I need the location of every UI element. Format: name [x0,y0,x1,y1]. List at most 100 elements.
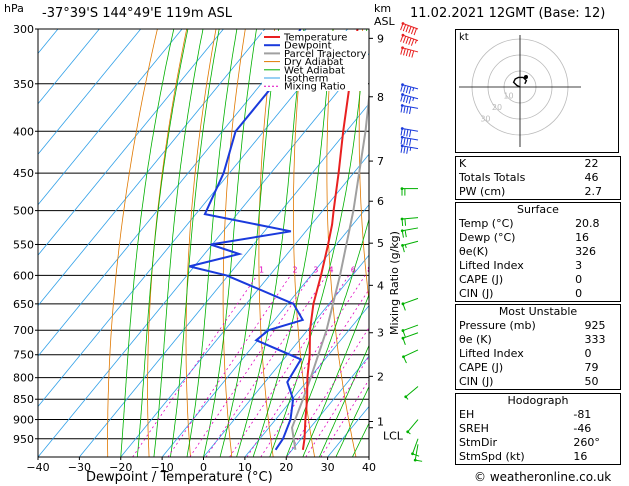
index-label: CIN (J) [459,375,494,388]
wind-barb-tip [401,22,405,25]
y-tick-label: 750 [13,349,34,362]
wind-barb-flag [406,106,409,114]
index-label: Lifted Index [459,259,524,272]
dry-adiabat-line [358,29,369,304]
index-label: Dewp (°C) [459,231,516,244]
index-label: SREH [459,422,489,435]
y-tick-label: 550 [13,238,34,251]
index-value: 22 [584,157,599,170]
isotherm-line [203,254,369,457]
legend-entry: Isotherm [284,74,328,85]
wind-barb-flag [405,25,409,33]
most-unstable-row: CAPE (J) 79 [456,361,620,375]
index-label: θe(K) [459,245,489,258]
hodograph-row: StmDir 260° [456,436,620,450]
wind-barb-shaft [402,84,419,90]
wind-barb [400,227,419,238]
temperature-line [301,29,359,450]
height-tick-label: 4 [377,279,384,292]
hodograph-ring-label: 20 [492,103,502,112]
wind-barb-shaft [402,127,419,132]
index-value: 16 [573,450,588,463]
index-value: 0 [575,273,583,286]
mixing-ratio-label: 15 [405,265,415,274]
hodograph-frame [455,29,619,153]
lcl-label: LCL [383,430,404,443]
hodograph-row: EH -81 [456,408,620,422]
index-value: 79 [584,361,599,374]
wind-barb-tip [401,93,404,96]
index-label: StmSpd (kt) [459,450,525,463]
x-tick-label: 40 [362,461,376,474]
mixing-ratio-axis-label: Mixing Ratio (g/kg) [388,231,401,335]
wet-adiabat-line [252,29,334,457]
legend-background [262,31,368,91]
wind-barb [401,332,419,345]
hodograph-unit-label: kt [459,32,469,43]
wind-barb-flag [409,138,412,146]
indices-box: K 22 Totals Totals 46 PW (cm) 2.7 [455,156,621,200]
wind-barb-tip [400,127,404,130]
wind-barb-flag [403,48,406,56]
hodograph-ring-label: 10 [503,92,513,101]
parcel-trajectory-line [290,89,369,450]
wind-barb-flag [403,128,406,136]
dewpoint-line [189,29,305,451]
hodograph-trace [512,76,528,88]
index-label: θe (K) [459,333,492,346]
wind-barb-flag [405,49,409,57]
wind-barbs [400,22,423,462]
wet-adiabat-line [170,29,220,457]
index-label: EH [459,408,475,421]
isotherm-line [38,29,100,105]
wind-barb-tip [401,46,404,50]
index-row-k: K 22 [456,157,620,171]
wind-barb-flag [410,38,415,46]
legend-entry: Mixing Ratio [284,82,346,93]
isotherm-line [120,153,369,457]
wind-barb-shaft [402,217,419,220]
wind-barb-half [404,244,407,249]
chart-grid: 1 2 3 4 6 8 10 15 20 25 [38,29,415,457]
wind-barb-shaft [402,34,419,42]
most-unstable-row: CIN (J) 50 [456,375,620,389]
wind-barb-tip [401,336,405,340]
pressure-unit-label: hPa [4,2,24,15]
index-label: CAPE (J) [459,273,504,286]
index-value: 16 [575,231,590,244]
index-value: 46 [584,171,599,184]
index-value: 925 [584,319,606,332]
x-axis-label: Dewpoint / Temperature (°C) [86,470,273,485]
wind-barb-tip [401,83,404,87]
y-tick-label: 400 [13,125,34,138]
mixing-ratio-line [320,378,369,457]
wind-barb-flag [408,37,412,45]
dry-adiabat-line [147,29,188,457]
index-label: Lifted Index [459,347,524,360]
index-value: 333 [584,333,606,346]
wind-barb-shaft [407,419,419,433]
y-tick-label: 800 [13,372,34,385]
hodograph-storm-motion [524,75,528,79]
y-tick-label: 900 [13,414,34,427]
index-label: Pressure (mb) [459,319,536,332]
wind-barb-flag [405,86,409,94]
isotherm-line [79,103,369,457]
wind-barb-shaft [405,386,419,398]
wind-barb-flag [402,24,407,32]
x-tick-label: 20 [279,461,293,474]
index-value: 50 [584,375,599,388]
x-tick-label: 30 [321,461,335,474]
wet-adiabat-line [302,293,369,457]
wind-barb-flag [406,138,409,146]
index-value: 20.8 [575,217,600,230]
wind-barb-tip [400,187,404,190]
wind-barb-shaft [402,136,419,141]
wind-barb-tip [400,104,404,107]
index-value: -81 [573,408,592,421]
wind-barb [400,127,419,137]
height-tick-label: 7 [377,155,384,168]
wind-barb-tip [406,430,410,434]
